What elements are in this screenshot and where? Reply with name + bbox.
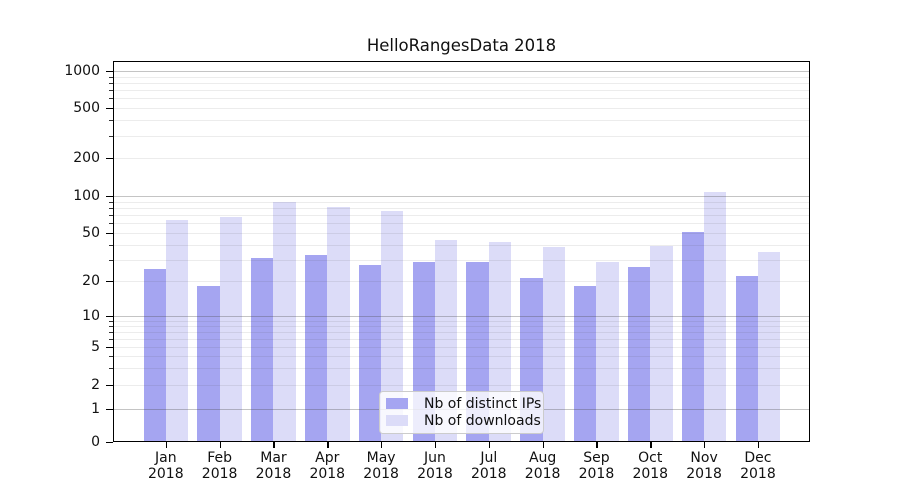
x-tick-year: 2018: [524, 465, 561, 482]
x-tick-label: Jul 2018: [457, 450, 521, 482]
y-tick-label: 200: [73, 150, 100, 166]
x-tick-label: Jun 2018: [403, 450, 467, 482]
legend-row-distinct-ips: Nb of distinct IPs: [386, 396, 541, 412]
x-tick-label: Feb 2018: [188, 450, 252, 482]
x-tick-month: Feb: [207, 450, 233, 466]
chart-title: HelloRangesData 2018: [366, 36, 557, 55]
x-tick-year: 2018: [201, 465, 238, 482]
x-tick-mark: [596, 442, 598, 448]
y-tick-mark: [106, 107, 113, 109]
x-tick-month: Apr: [315, 450, 340, 466]
y-tick-mark: [106, 346, 113, 348]
x-tick-month: May: [366, 450, 396, 466]
x-tick-year: 2018: [632, 465, 669, 482]
x-tick-month: Jan: [155, 450, 177, 466]
x-tick-mark: [488, 442, 491, 448]
y-tick-mark: [106, 384, 113, 386]
y-tick-label: 2: [91, 377, 100, 393]
y-tick-mark: [106, 408, 113, 410]
x-tick-year: 2018: [255, 465, 292, 482]
x-tick-year: 2018: [686, 465, 722, 482]
x-tick-label: Mar 2018: [241, 450, 305, 482]
x-tick-year: 2018: [363, 465, 399, 482]
x-tick-month: Jul: [480, 450, 498, 466]
x-tick-mark: [327, 442, 329, 448]
y-tick-mark: [106, 280, 113, 282]
x-tick-year: 2018: [740, 465, 776, 482]
x-tick-mark: [381, 442, 383, 448]
y-tick-label: 0: [91, 434, 100, 450]
x-tick-mark: [165, 442, 168, 448]
x-tick-mark: [219, 442, 221, 448]
y-tick-mark: [106, 157, 113, 159]
x-tick-month: Dec: [744, 450, 772, 466]
x-tick-mark: [704, 442, 706, 448]
x-tick-mark: [650, 442, 652, 448]
y-tick-label: 100: [73, 188, 100, 204]
y-tick-mark: [106, 195, 113, 197]
y-tick-label: 1: [91, 401, 100, 417]
x-tick-year: 2018: [309, 465, 346, 482]
x-tick-month: Nov: [690, 450, 718, 466]
legend-swatch-distinct-ips: [386, 398, 408, 409]
x-tick-label: Apr 2018: [295, 450, 359, 482]
x-tick-label: Dec 2018: [726, 450, 790, 482]
legend-row-downloads: Nb of downloads: [386, 413, 541, 429]
legend-label-distinct-ips: Nb of distinct IPs: [424, 395, 542, 412]
y-tick-mark: [106, 315, 113, 317]
x-tick-label: Jan 2018: [134, 450, 198, 482]
legend-label-downloads: Nb of downloads: [424, 412, 541, 429]
x-tick-label: May 2018: [349, 450, 413, 482]
x-tick-mark: [434, 442, 437, 448]
x-tick-month: Aug: [528, 450, 557, 466]
x-tick-year: 2018: [417, 465, 453, 482]
x-tick-year: 2018: [147, 465, 184, 482]
x-tick-label: Sep 2018: [564, 450, 628, 482]
legend: Nb of distinct IPs Nb of downloads: [379, 391, 544, 434]
x-tick-label: Aug 2018: [511, 450, 575, 482]
plot-area-border: [113, 61, 810, 442]
y-tick-label: 1000: [64, 63, 100, 79]
y-tick-label: 50: [82, 225, 100, 241]
x-tick-mark: [273, 442, 275, 448]
x-tick-month: Mar: [260, 450, 287, 466]
y-tick-label: 20: [82, 273, 100, 289]
x-tick-year: 2018: [578, 465, 615, 482]
x-tick-month: Sep: [583, 450, 610, 466]
y-tick-mark: [106, 441, 113, 443]
y-tick-label: 500: [73, 100, 100, 116]
x-tick-label: Oct 2018: [618, 450, 682, 482]
y-tick-mark: [106, 70, 113, 72]
x-tick-year: 2018: [470, 465, 507, 482]
x-tick-mark: [757, 442, 760, 448]
x-tick-label: Nov 2018: [672, 450, 736, 482]
legend-swatch-downloads: [386, 415, 408, 426]
x-tick-mark: [542, 442, 544, 448]
x-tick-month: Jun: [424, 450, 446, 466]
y-tick-label: 5: [91, 339, 100, 355]
y-tick-mark: [106, 232, 113, 234]
x-tick-month: Oct: [638, 450, 663, 466]
y-tick-label: 10: [82, 308, 100, 324]
